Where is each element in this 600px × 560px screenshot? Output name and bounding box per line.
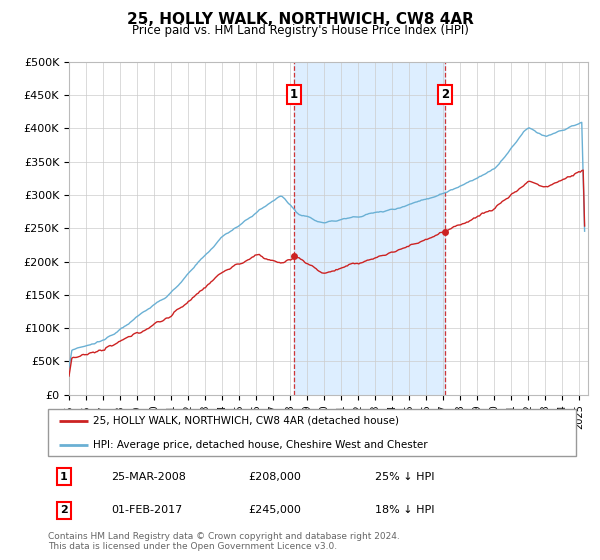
Text: 18% ↓ HPI: 18% ↓ HPI [376, 505, 435, 515]
Text: £245,000: £245,000 [248, 505, 302, 515]
Text: 25-MAR-2008: 25-MAR-2008 [112, 472, 186, 482]
Text: 25% ↓ HPI: 25% ↓ HPI [376, 472, 435, 482]
Text: 1: 1 [290, 88, 298, 101]
Text: 1: 1 [60, 472, 68, 482]
Text: 2: 2 [440, 88, 449, 101]
Text: 25, HOLLY WALK, NORTHWICH, CW8 4AR (detached house): 25, HOLLY WALK, NORTHWICH, CW8 4AR (deta… [93, 416, 399, 426]
Bar [294, 62, 445, 395]
Text: 25, HOLLY WALK, NORTHWICH, CW8 4AR: 25, HOLLY WALK, NORTHWICH, CW8 4AR [127, 12, 473, 27]
Text: Contains HM Land Registry data © Crown copyright and database right 2024.
This d: Contains HM Land Registry data © Crown c… [48, 532, 400, 552]
Text: £208,000: £208,000 [248, 472, 302, 482]
Text: 01-FEB-2017: 01-FEB-2017 [112, 505, 182, 515]
Text: HPI: Average price, detached house, Cheshire West and Chester: HPI: Average price, detached house, Ches… [93, 440, 428, 450]
Text: 2: 2 [60, 505, 68, 515]
FancyBboxPatch shape [48, 409, 576, 456]
Text: Price paid vs. HM Land Registry's House Price Index (HPI): Price paid vs. HM Land Registry's House … [131, 24, 469, 36]
